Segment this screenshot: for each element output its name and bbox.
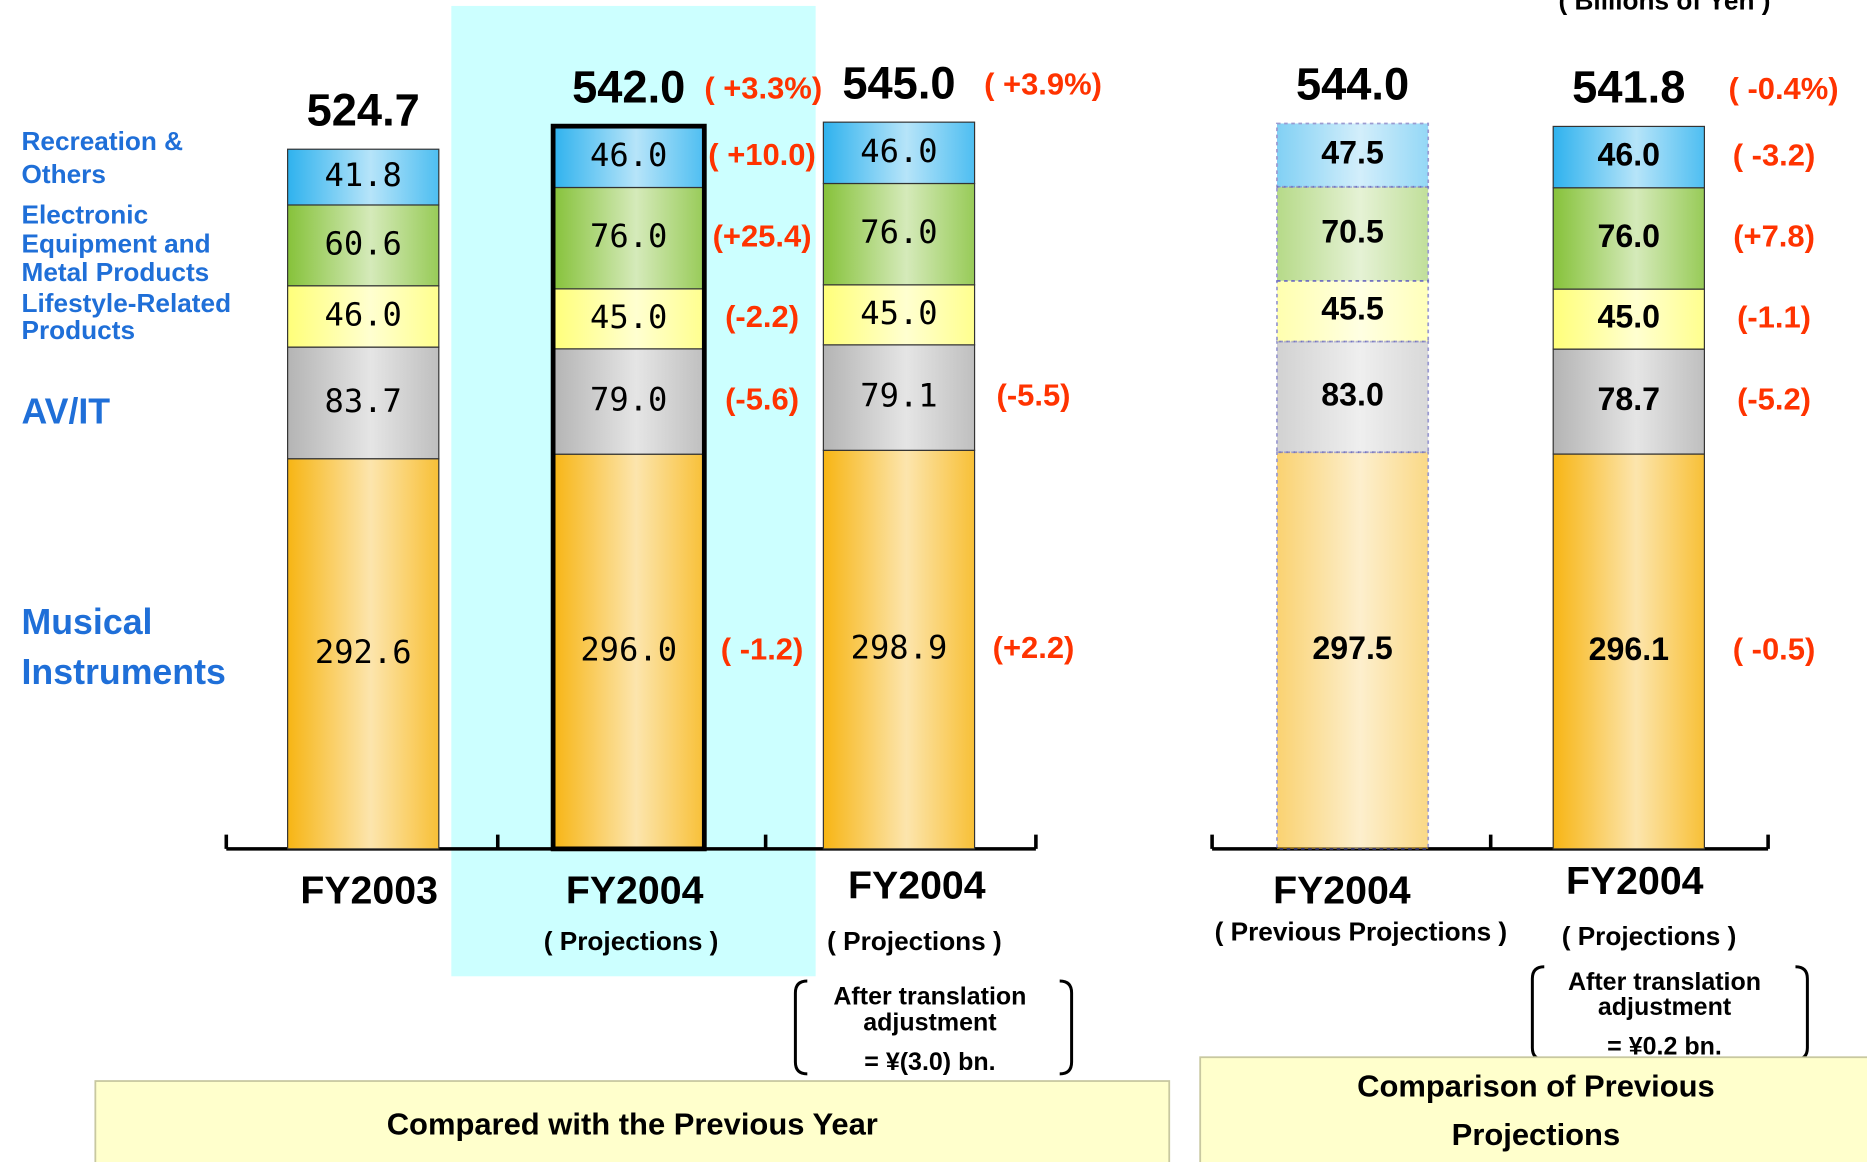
x-tick-label: FY2003 — [300, 868, 438, 912]
bar-segment — [822, 284, 976, 346]
note-text: = ¥0.2 bn. — [1607, 1032, 1722, 1060]
value-label: 45.0 — [1598, 299, 1661, 335]
x-tick-label: FY2004 — [1566, 859, 1704, 903]
value-label: 45.5 — [1321, 291, 1384, 327]
value-label: 83.0 — [1321, 376, 1384, 412]
bar-segment — [287, 285, 440, 348]
bar-segment — [1552, 125, 1705, 189]
x-tick-label: FY2004 — [848, 864, 986, 908]
note-text: adjustment — [1598, 993, 1732, 1021]
value-label: 46.0 — [325, 295, 402, 333]
x-tick-label: FY2004 — [566, 868, 704, 912]
total-label: 544.0 — [1296, 59, 1409, 110]
bracket — [793, 979, 1074, 1076]
value-label: 41.8 — [325, 156, 402, 194]
value-label: 296.1 — [1589, 631, 1669, 667]
value-label: 76.0 — [860, 213, 937, 251]
change-label: ( -3.2) — [1733, 137, 1816, 172]
note-text: After translation — [833, 982, 1026, 1010]
series-label: Electronic Equipment and Metal Products — [22, 200, 211, 287]
footer-text: Compared with the Previous Year — [387, 1106, 878, 1141]
bar-segment — [287, 458, 440, 850]
footer-text: Projections — [1452, 1117, 1620, 1152]
x-subtitle: ( Projections ) — [827, 926, 1002, 956]
change-label: (-2.2) — [725, 299, 799, 334]
total-label: 524.7 — [307, 84, 420, 135]
footer-text: Comparison of Previous — [1357, 1068, 1715, 1103]
total-label: 545.0 — [842, 57, 955, 108]
total-label: 541.8 — [1572, 62, 1685, 113]
bar-segment — [287, 204, 440, 287]
bar-segment — [1276, 185, 1430, 282]
change-label: (-5.5) — [997, 378, 1071, 413]
bar-segment — [822, 182, 976, 286]
total-change-label: ( -0.4%) — [1729, 71, 1839, 106]
value-label: 76.0 — [590, 217, 667, 255]
bar-segment — [287, 148, 440, 206]
value-label: 76.0 — [1598, 218, 1661, 254]
value-label: 70.5 — [1321, 213, 1384, 249]
series-label: Lifestyle-Related Products — [22, 288, 232, 345]
axis-line — [1210, 834, 1770, 851]
bar-segment — [552, 453, 705, 850]
bar-segment — [822, 449, 976, 850]
total-label: 542.0 — [572, 61, 685, 112]
series-label: Musical Instruments — [22, 602, 226, 692]
note-text: = ¥(3.0) bn. — [864, 1048, 995, 1076]
total-change-label: ( +3.9%) — [984, 67, 1102, 102]
note-text: After translation — [1568, 968, 1761, 996]
change-label: (-1.1) — [1737, 299, 1811, 334]
bar-segment — [1552, 187, 1705, 290]
total-change-label: ( +3.3%) — [704, 71, 822, 106]
change-label: ( -0.5) — [1733, 632, 1816, 667]
value-label: 45.0 — [860, 294, 937, 332]
bar-outline — [550, 123, 707, 852]
bar-segment — [1276, 279, 1430, 343]
change-label: (+2.2) — [993, 630, 1075, 665]
bar-segment — [1276, 122, 1430, 188]
bar-segment — [1552, 453, 1705, 850]
value-label: 60.6 — [325, 224, 402, 262]
bar-segment — [822, 121, 976, 185]
value-label: 46.0 — [1598, 137, 1661, 173]
footer-box — [94, 1080, 1171, 1162]
x-subtitle: ( Projections ) — [1562, 921, 1737, 951]
change-label: ( +10.0) — [708, 137, 815, 172]
value-label: 292.6 — [315, 633, 412, 671]
value-label: 296.0 — [580, 631, 677, 669]
value-label: 78.7 — [1598, 381, 1661, 417]
x-subtitle: ( Projections ) — [544, 926, 719, 956]
change-label: (-5.6) — [725, 382, 799, 417]
bar-segment — [1276, 451, 1430, 850]
bar-segment — [552, 288, 705, 350]
change-label: (-5.2) — [1737, 382, 1811, 417]
series-label: AV/IT — [22, 392, 111, 432]
value-label: 298.9 — [851, 629, 948, 667]
note-text: adjustment — [863, 1009, 997, 1037]
footer-box — [1199, 1056, 1867, 1162]
bar-segment — [822, 344, 976, 451]
value-label: 46.0 — [590, 136, 667, 174]
value-label: 45.0 — [590, 298, 667, 336]
unit-label: ( Billions of Yen ) — [1559, 0, 1771, 15]
value-label: 46.0 — [860, 132, 937, 170]
bar-segment — [1552, 348, 1705, 455]
value-label: 79.0 — [590, 381, 667, 419]
bar-segment — [287, 346, 440, 460]
value-label: 297.5 — [1312, 630, 1392, 666]
change-label: (+25.4) — [713, 218, 812, 253]
x-subtitle: ( Previous Projections ) — [1215, 916, 1508, 946]
value-label: 83.7 — [325, 382, 402, 420]
change-label: ( -1.2) — [721, 632, 804, 667]
value-label: 79.1 — [860, 377, 937, 415]
change-label: (+7.8) — [1733, 219, 1815, 254]
value-label: 47.5 — [1321, 135, 1384, 171]
bar-segment — [1276, 340, 1430, 454]
series-label: Recreation & Others — [22, 126, 184, 189]
x-tick-label: FY2004 — [1273, 868, 1411, 912]
